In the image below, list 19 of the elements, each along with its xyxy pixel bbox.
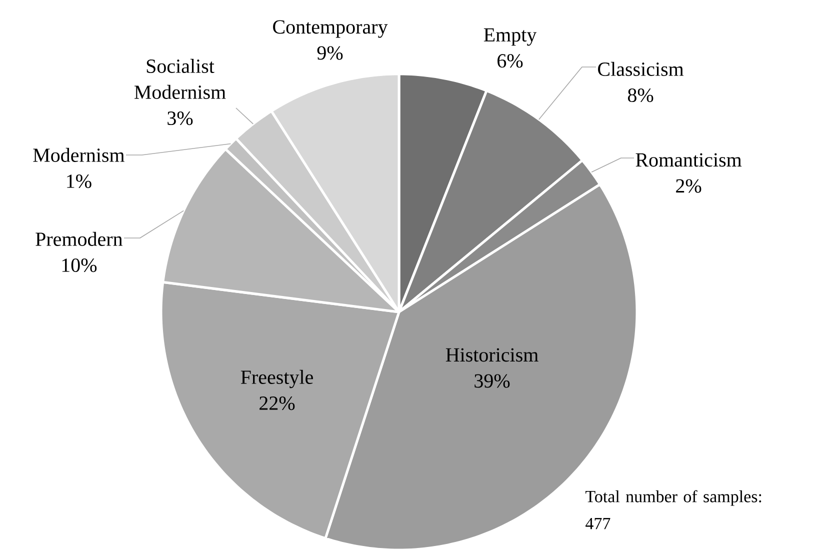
- slice-label: Premodern: [36, 232, 123, 246]
- slice-label: Socialist Modernism: [134, 58, 226, 100]
- data-label: 6%: [498, 54, 523, 68]
- slice-label: Romanticism: [636, 153, 742, 167]
- slice-label: Historicism: [446, 348, 538, 362]
- text: Total number of samples: 477: [586, 490, 762, 530]
- slice-label: Contemporary: [273, 20, 388, 38]
- data-label: 22%: [260, 396, 295, 410]
- data-label: 1%: [67, 174, 92, 188]
- data-label: 2%: [676, 179, 702, 193]
- data-label: 8%: [628, 88, 654, 102]
- slice-label: Modernism: [33, 148, 124, 162]
- slice-label: Empty: [484, 28, 537, 46]
- data-label: 39%: [474, 374, 510, 388]
- data-label: 3%: [168, 112, 193, 126]
- slice-label: Classicism: [598, 62, 684, 76]
- data-label: 9%: [317, 46, 343, 60]
- slice-label: Freestyle: [240, 370, 313, 388]
- data-label: 10%: [62, 258, 97, 272]
